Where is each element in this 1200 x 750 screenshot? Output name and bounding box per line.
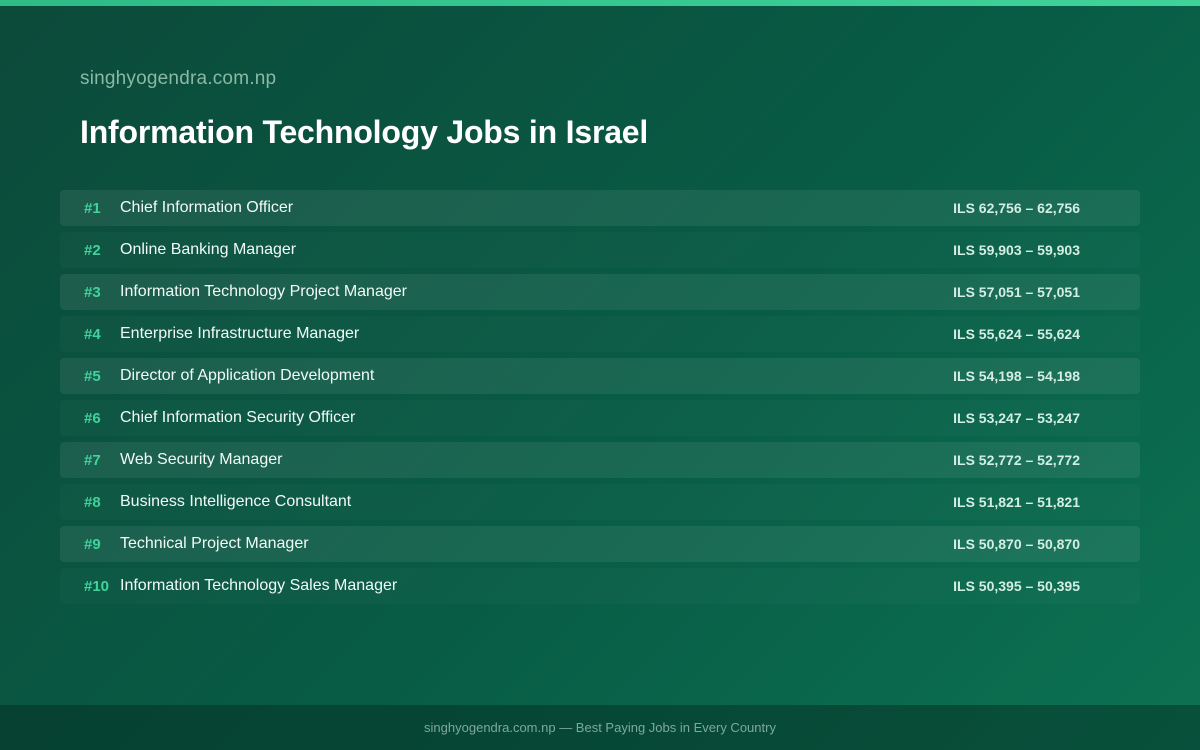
job-rank: #10: [84, 577, 110, 595]
job-rank: #3: [84, 283, 101, 301]
job-title: Enterprise Infrastructure Manager: [120, 325, 360, 342]
job-rank: #2: [84, 241, 101, 259]
job-rank: #7: [84, 451, 101, 469]
job-rank: #5: [84, 367, 101, 385]
job-title: Director of Application Development: [120, 367, 375, 384]
job-row: #1 Chief Information Officer ILS 62,756 …: [60, 190, 1140, 226]
job-salary: ILS 52,772 – 52,772: [953, 452, 1080, 468]
job-row: #3 Information Technology Project Manage…: [60, 274, 1140, 310]
job-salary: ILS 57,051 – 57,051: [953, 284, 1080, 300]
job-row: #2 Online Banking Manager ILS 59,903 – 5…: [60, 232, 1140, 268]
job-title: Chief Information Officer: [120, 199, 294, 216]
job-salary: ILS 53,247 – 53,247: [953, 410, 1080, 426]
job-title: Information Technology Project Manager: [120, 283, 407, 300]
job-list: #1 Chief Information Officer ILS 62,756 …: [60, 190, 1140, 610]
site-name: singhyogendra.com.np: [80, 68, 277, 89]
job-title: Business Intelligence Consultant: [120, 493, 352, 510]
job-salary: ILS 51,821 – 51,821: [953, 494, 1080, 510]
job-title: Online Banking Manager: [120, 241, 297, 258]
job-row: #9 Technical Project Manager ILS 50,870 …: [60, 526, 1140, 562]
job-rank: #8: [84, 493, 101, 511]
job-salary: ILS 50,870 – 50,870: [953, 536, 1080, 552]
job-row: #6 Chief Information Security Officer IL…: [60, 400, 1140, 436]
job-row: #7 Web Security Manager ILS 52,772 – 52,…: [60, 442, 1140, 478]
job-salary: ILS 59,903 – 59,903: [953, 242, 1080, 258]
job-row: #4 Enterprise Infrastructure Manager ILS…: [60, 316, 1140, 352]
job-salary: ILS 62,756 – 62,756: [953, 200, 1080, 216]
job-title: Web Security Manager: [120, 451, 283, 468]
job-row: #10 Information Technology Sales Manager…: [60, 568, 1140, 604]
job-row: #5 Director of Application Development I…: [60, 358, 1140, 394]
footer-bar: singhyogendra.com.np — Best Paying Jobs …: [0, 705, 1200, 750]
job-rank: #6: [84, 409, 101, 427]
job-title: Technical Project Manager: [120, 535, 309, 552]
job-salary: ILS 50,395 – 50,395: [953, 578, 1080, 594]
job-salary: ILS 54,198 – 54,198: [953, 368, 1080, 384]
job-rank: #9: [84, 535, 101, 553]
job-title: Information Technology Sales Manager: [120, 577, 398, 594]
top-accent-bar: [0, 0, 1200, 6]
page-title: Information Technology Jobs in Israel: [80, 114, 649, 150]
job-rank: #4: [84, 325, 101, 343]
job-salary: ILS 55,624 – 55,624: [953, 326, 1080, 342]
job-row: #8 Business Intelligence Consultant ILS …: [60, 484, 1140, 520]
job-rank: #1: [84, 199, 101, 217]
job-title: Chief Information Security Officer: [120, 409, 356, 426]
footer-text: singhyogendra.com.np — Best Paying Jobs …: [424, 720, 776, 735]
